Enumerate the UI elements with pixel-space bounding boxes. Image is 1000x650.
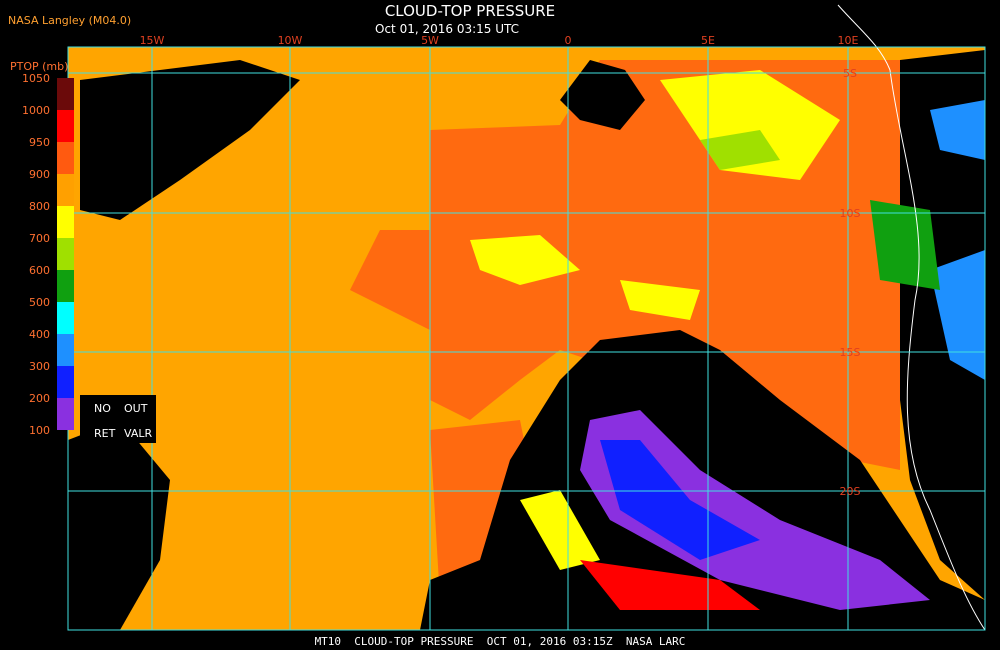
colorbar-tick: 1000 [22, 104, 50, 117]
low-cloud [580, 560, 760, 610]
missing-label: VALR [124, 427, 152, 440]
colorbar-segment [57, 142, 74, 174]
missing-label: OUT [124, 402, 148, 415]
longitude-label: 0 [565, 34, 572, 47]
colorbar-tick: 200 [29, 392, 50, 405]
colorbar-segment [57, 174, 74, 206]
colorbar-segment [57, 398, 74, 430]
colorbar-segment [57, 366, 74, 398]
latitude-label: 5S [843, 67, 857, 80]
missing-label: RET [94, 427, 116, 440]
longitude-label: 5W [421, 34, 439, 47]
high-cloud [930, 250, 985, 380]
subtitle: Oct 01, 2016 03:15 UTC [375, 22, 519, 36]
colorbar-tick: 950 [29, 136, 50, 149]
colorbar-tick: 400 [29, 328, 50, 341]
high-cloud [930, 100, 985, 160]
footer: MT10 CLOUD-TOP PRESSURE OCT 01, 2016 03:… [315, 635, 686, 648]
colorbar-segment [57, 78, 74, 110]
longitude-label: 5E [701, 34, 715, 47]
mid-cloud [520, 490, 600, 570]
colorbar-tick: 500 [29, 296, 50, 309]
longitude-label: 10W [278, 34, 303, 47]
colorbar-tick: 1050 [22, 72, 50, 85]
longitude-label: 10E [838, 34, 859, 47]
colorbar-segment [57, 334, 74, 366]
missing-label: NO [94, 402, 111, 415]
grid [67, 46, 986, 631]
latitude-label: 15S [840, 346, 861, 359]
colorbar-tick: 600 [29, 264, 50, 277]
clear-sky [80, 60, 300, 220]
clear-sky [560, 60, 645, 130]
missing-box [80, 395, 156, 443]
mid-cloud [700, 130, 780, 170]
colorbar-segment [57, 238, 74, 270]
colorbar-segment [57, 270, 74, 302]
colorbar-tick: 900 [29, 168, 50, 181]
colorbar-tick: 100 [29, 424, 50, 437]
colorbar-tick: 800 [29, 200, 50, 213]
clear-sky [68, 420, 170, 630]
colorbar-label: PTOP (mb) [10, 60, 68, 73]
colorbar-tick: 300 [29, 360, 50, 373]
mid-cloud [620, 280, 700, 320]
title: CLOUD-TOP PRESSURE [385, 2, 555, 20]
colorbar-segment [57, 302, 74, 334]
longitude-label: 15W [140, 34, 165, 47]
source: NASA Langley (M04.0) [8, 14, 131, 27]
coastline [837, 4, 986, 631]
high-cloud [580, 410, 930, 610]
high-cloud [600, 440, 760, 560]
colorbar-segment [57, 206, 74, 238]
colorbar-segment [57, 110, 74, 142]
latitude-label: 20S [840, 485, 861, 498]
colorbar-tick: 700 [29, 232, 50, 245]
mid-cloud [470, 235, 580, 285]
high-cloud [870, 200, 940, 290]
imagery [68, 4, 986, 631]
mid-cloud [660, 70, 840, 180]
latitude-label: 10S [840, 207, 861, 220]
